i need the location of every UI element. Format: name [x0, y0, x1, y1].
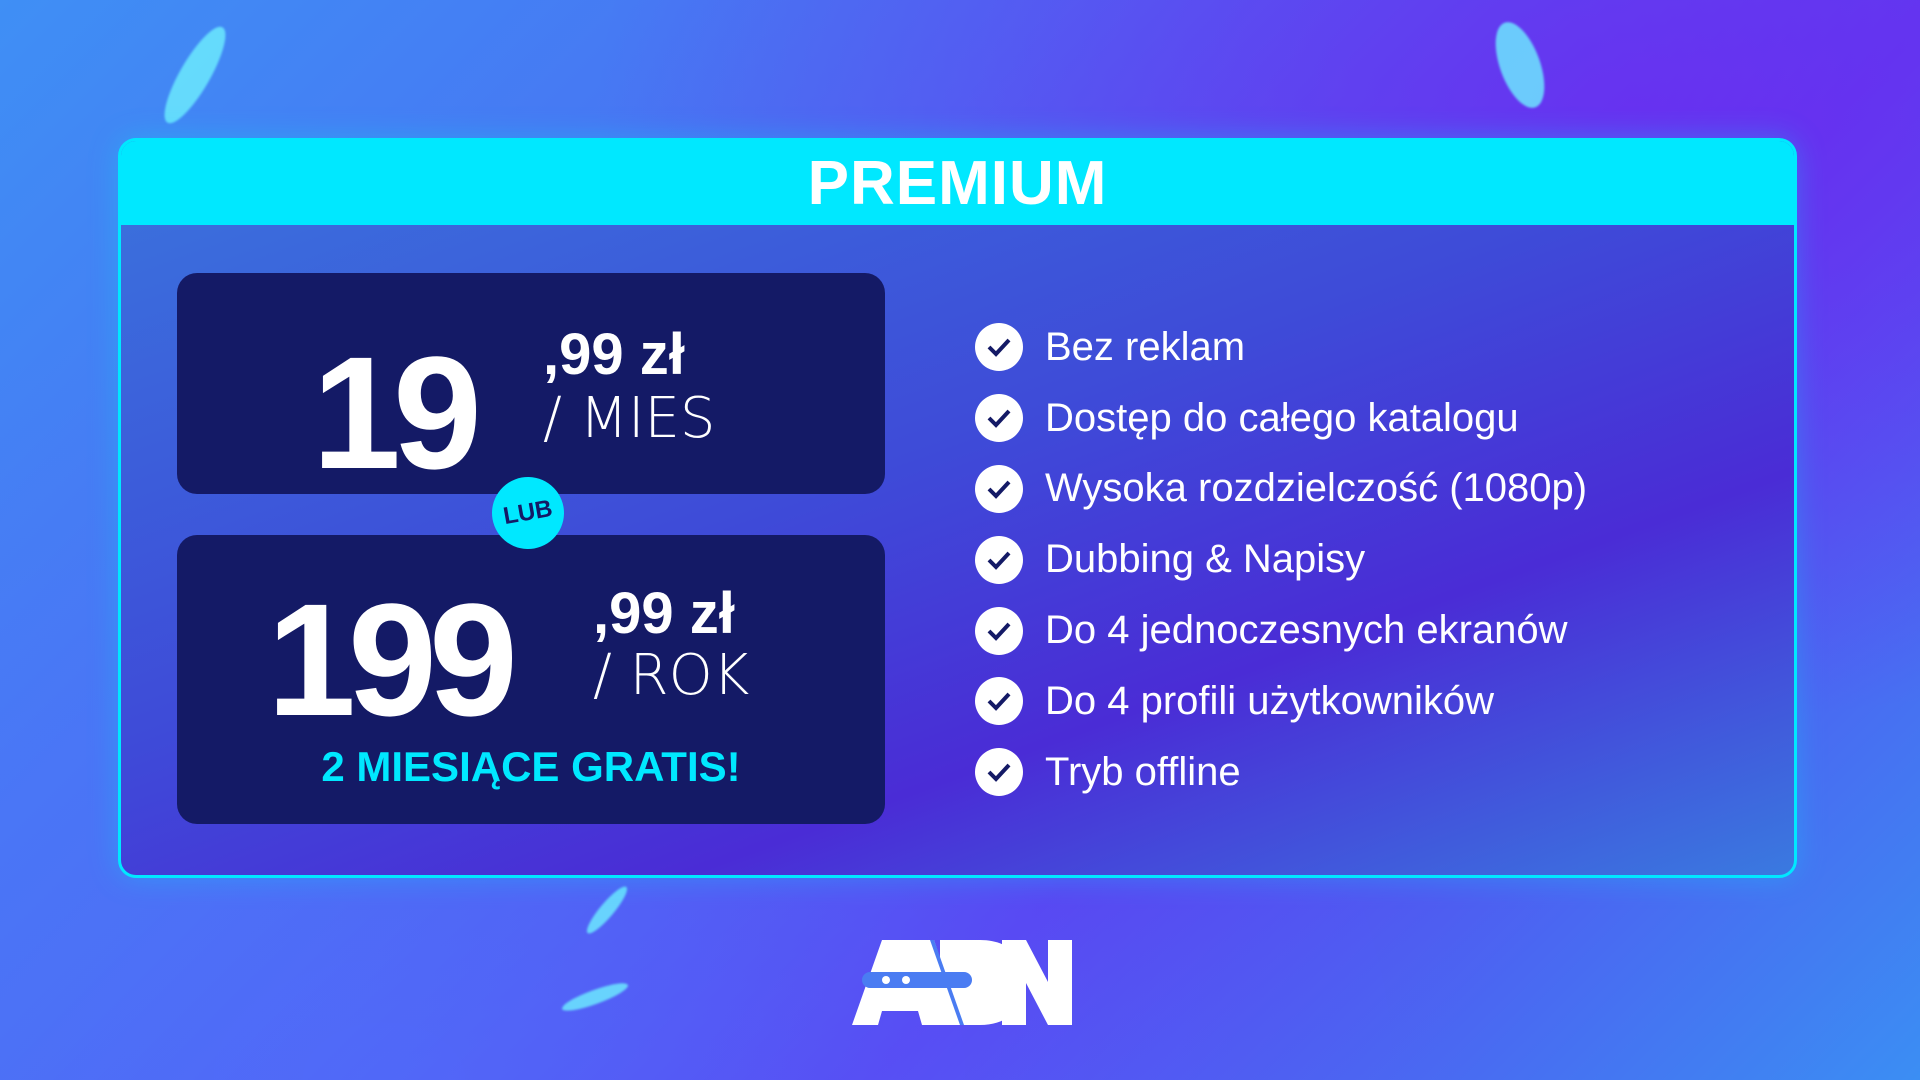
feature-label: Dubbing & Napisy	[1045, 537, 1366, 582]
check-circle-icon	[975, 323, 1023, 372]
yearly-price-whole: 199	[267, 570, 518, 749]
monthly-price-cents: ,99 zł	[543, 322, 685, 387]
feature-list: Bez reklam Dostęp do całego katalogu Wys…	[975, 312, 1587, 808]
yearly-price-cents: ,99 zł	[593, 581, 735, 646]
plan-title: PREMIUM	[807, 148, 1108, 218]
monthly-period: / MIES	[543, 386, 716, 451]
feature-label: Do 4 jednoczesnych ekranów	[1045, 608, 1568, 653]
check-circle-icon	[975, 677, 1023, 726]
check-circle-icon	[975, 394, 1023, 443]
monthly-price-box[interactable]: 19 ,99 zł / MIES	[177, 273, 885, 494]
feature-item: Tryb offline	[975, 737, 1587, 808]
feature-label: Dostęp do całego katalogu	[1045, 395, 1519, 440]
feature-item: Bez reklam	[975, 312, 1587, 383]
feature-label: Wysoka rozdzielczość (1080p)	[1045, 466, 1588, 511]
check-circle-icon	[975, 535, 1023, 584]
monthly-price-whole: 19	[312, 323, 482, 502]
promo-text: 2 MIESIĄCE GRATIS!	[321, 743, 741, 790]
check-circle-icon	[975, 748, 1023, 797]
feature-item: Wysoka rozdzielczość (1080p)	[975, 454, 1587, 525]
feature-label: Do 4 profili użytkowników	[1045, 678, 1495, 723]
card-header: PREMIUM	[121, 141, 1794, 225]
feature-item: Do 4 profili użytkowników	[975, 666, 1587, 737]
feature-label: Bez reklam	[1045, 324, 1246, 369]
feature-item: Dostęp do całego katalogu	[975, 383, 1587, 454]
yearly-period: / ROK	[593, 643, 750, 708]
check-circle-icon	[975, 464, 1023, 513]
feature-item: Do 4 jednoczesnych ekranów	[975, 595, 1587, 666]
yearly-price-box[interactable]: 199 ,99 zł / ROK 2 MIESIĄCE GRATIS!	[177, 535, 885, 824]
check-circle-icon	[975, 606, 1023, 655]
adn-logo	[852, 940, 1072, 1025]
feature-label: Tryb offline	[1045, 749, 1241, 794]
feature-item: Dubbing & Napisy	[975, 524, 1587, 595]
